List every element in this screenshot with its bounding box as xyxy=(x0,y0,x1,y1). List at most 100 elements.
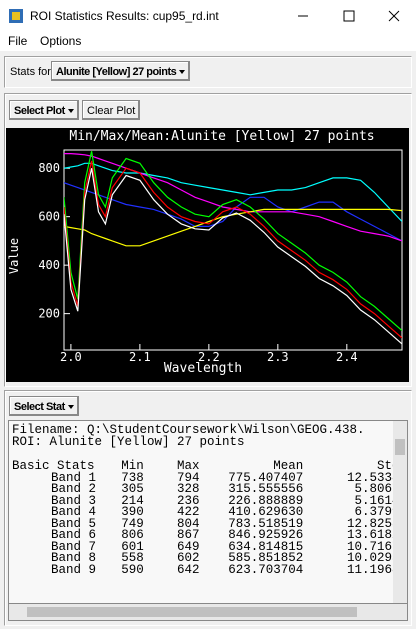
button-label: Select Plot xyxy=(14,105,65,117)
data-line xyxy=(64,151,402,332)
table-cell: 5.16149 xyxy=(354,493,407,508)
table-cell: Band 3 xyxy=(50,493,96,508)
table-cell: 649 xyxy=(177,539,200,554)
y-tick-label: 800 xyxy=(38,161,60,175)
table-cell: 305 xyxy=(121,482,144,496)
report-roi: ROI: Alunite [Yellow] 27 points xyxy=(12,435,245,449)
table-cell: 13.61821 xyxy=(346,528,407,542)
table-row: Band 9 590 642 623.703704 11.19689 xyxy=(12,562,407,577)
stats-panel xyxy=(4,56,412,88)
x-tick-label: 2.4 xyxy=(336,350,358,364)
table-cell: 623.703704 xyxy=(228,562,304,577)
data-line xyxy=(64,153,402,242)
roi-value: Alunite [Yellow] 27 points xyxy=(56,66,177,78)
table-cell: 775.407407 xyxy=(228,470,304,485)
table-row: Band 4 390 422 410.629630 6.37994 xyxy=(12,505,407,519)
window-controls[interactable] xyxy=(280,0,416,32)
table-cell: 783.518519 xyxy=(228,516,304,531)
table-cell: 749 xyxy=(121,516,144,531)
table-cell: 226.888889 xyxy=(228,493,304,508)
x-tick-label: 2.1 xyxy=(129,350,151,364)
table-cell: Band 8 xyxy=(50,551,96,565)
table-cell: 794 xyxy=(177,470,200,485)
stats-label: Stats for xyxy=(10,66,51,78)
table-cell: Band 5 xyxy=(50,516,96,531)
table-cell: 410.629630 xyxy=(228,505,304,519)
table-cell: 236 xyxy=(177,493,200,508)
table-cell: Mean xyxy=(273,459,304,473)
table-cell: 806 xyxy=(121,528,144,542)
select-stat-button[interactable]: Select Stat xyxy=(9,396,79,416)
table-cell: Band 7 xyxy=(50,539,96,554)
y-tick-label: 600 xyxy=(38,210,60,224)
header-row: Basic Stats Min Max Mean Stde xyxy=(12,459,407,473)
x-tick-label: 2.3 xyxy=(267,350,289,364)
report-filename: Filename: Q:\StudentCoursework\Wilson\GE… xyxy=(12,423,365,437)
table-cell: 804 xyxy=(177,516,200,531)
table-cell: 12.82536 xyxy=(346,516,407,531)
table-cell: 328 xyxy=(177,482,200,496)
scroll-thumb[interactable] xyxy=(395,439,405,455)
table-cell: Max xyxy=(177,459,200,473)
horizontal-scrollbar[interactable] xyxy=(8,603,408,621)
table-cell: Band 4 xyxy=(50,505,96,519)
data-line xyxy=(64,208,402,247)
data-line xyxy=(64,160,402,339)
plot-frame xyxy=(63,149,403,351)
table-cell: Band 9 xyxy=(50,562,96,577)
table-row: Band 8 558 602 585.851852 10.02958 xyxy=(12,551,407,565)
vertical-scrollbar[interactable] xyxy=(393,421,407,604)
table-cell: 634.814815 xyxy=(228,539,304,554)
y-tick-label: 400 xyxy=(38,258,60,272)
table-cell: 642 xyxy=(177,562,200,577)
table-cell: 422 xyxy=(177,505,200,519)
table-row: Band 3 214 236 226.888889 5.16149 xyxy=(12,493,407,508)
y-axis-label: Value xyxy=(7,238,21,274)
table-cell: Band 6 xyxy=(50,528,96,542)
clear-plot-button[interactable]: Clear Plot xyxy=(82,100,141,120)
table-cell: 10.02958 xyxy=(346,551,407,565)
table-cell: Band 2 xyxy=(50,482,96,496)
table-cell: 601 xyxy=(121,539,144,554)
table-cell: 315.555556 xyxy=(228,482,304,496)
table-row: Band 5 749 804 783.518519 12.82536 xyxy=(12,516,407,531)
table-cell: Min xyxy=(121,459,144,473)
data-line xyxy=(64,162,402,222)
window-title: ROI Statistics Results: cup95_rd.int xyxy=(30,9,219,23)
x-axis-label: Wavelength xyxy=(164,361,242,376)
chart-title: Min/Max/Mean:Alunite [Yellow] 27 points xyxy=(69,129,374,144)
select-plot-button[interactable]: Select Plot xyxy=(9,100,79,120)
title-bar: ROI Statistics Results: cup95_rd.int xyxy=(0,0,416,32)
roi-dropdown[interactable]: Alunite [Yellow] 27 points xyxy=(51,61,191,81)
table-row: Band 1 738 794 775.407407 12.53382 xyxy=(12,470,407,485)
stats-report: Filename: Q:\StudentCoursework\Wilson\GE… xyxy=(8,420,408,605)
button-label: Select Stat xyxy=(14,401,65,413)
table-cell: 558 xyxy=(121,551,144,565)
table-cell: 738 xyxy=(121,470,144,485)
menu-item[interactable]: File xyxy=(8,34,28,48)
scroll-thumb[interactable] xyxy=(27,607,357,617)
table-cell: 390 xyxy=(121,505,144,519)
table-cell: Stde xyxy=(376,459,407,473)
menu-bar: File Options xyxy=(0,32,416,51)
stats-table: Basic Stats Min Max Mean Stde Band 1 738 794 775… xyxy=(12,459,407,577)
table-cell: 11.19689 xyxy=(346,562,407,577)
y-tick-label: 200 xyxy=(38,307,60,321)
menu-item[interactable]: Options xyxy=(40,34,82,48)
app-icon xyxy=(9,9,23,23)
chart: Min/Max/Mean:Alunite [Yellow] 27 points … xyxy=(6,128,409,382)
table-cell: Band 1 xyxy=(50,470,96,485)
stats-text-panel xyxy=(4,390,412,626)
table-cell: 5.80671 xyxy=(354,482,407,496)
data-line xyxy=(64,168,402,345)
table-cell: 214 xyxy=(121,493,144,508)
table-row: Band 6 806 867 846.925926 13.61821 xyxy=(12,528,407,542)
table-cell: 867 xyxy=(177,528,200,542)
table-cell: 12.53382 xyxy=(346,470,407,485)
plot-panel xyxy=(4,93,412,387)
table-cell: 585.851852 xyxy=(228,551,304,565)
table-row: Band 7 601 649 634.814815 10.71676 xyxy=(12,539,407,554)
table-cell: Basic Stats xyxy=(12,459,95,473)
table-cell: 10.71676 xyxy=(346,539,407,554)
